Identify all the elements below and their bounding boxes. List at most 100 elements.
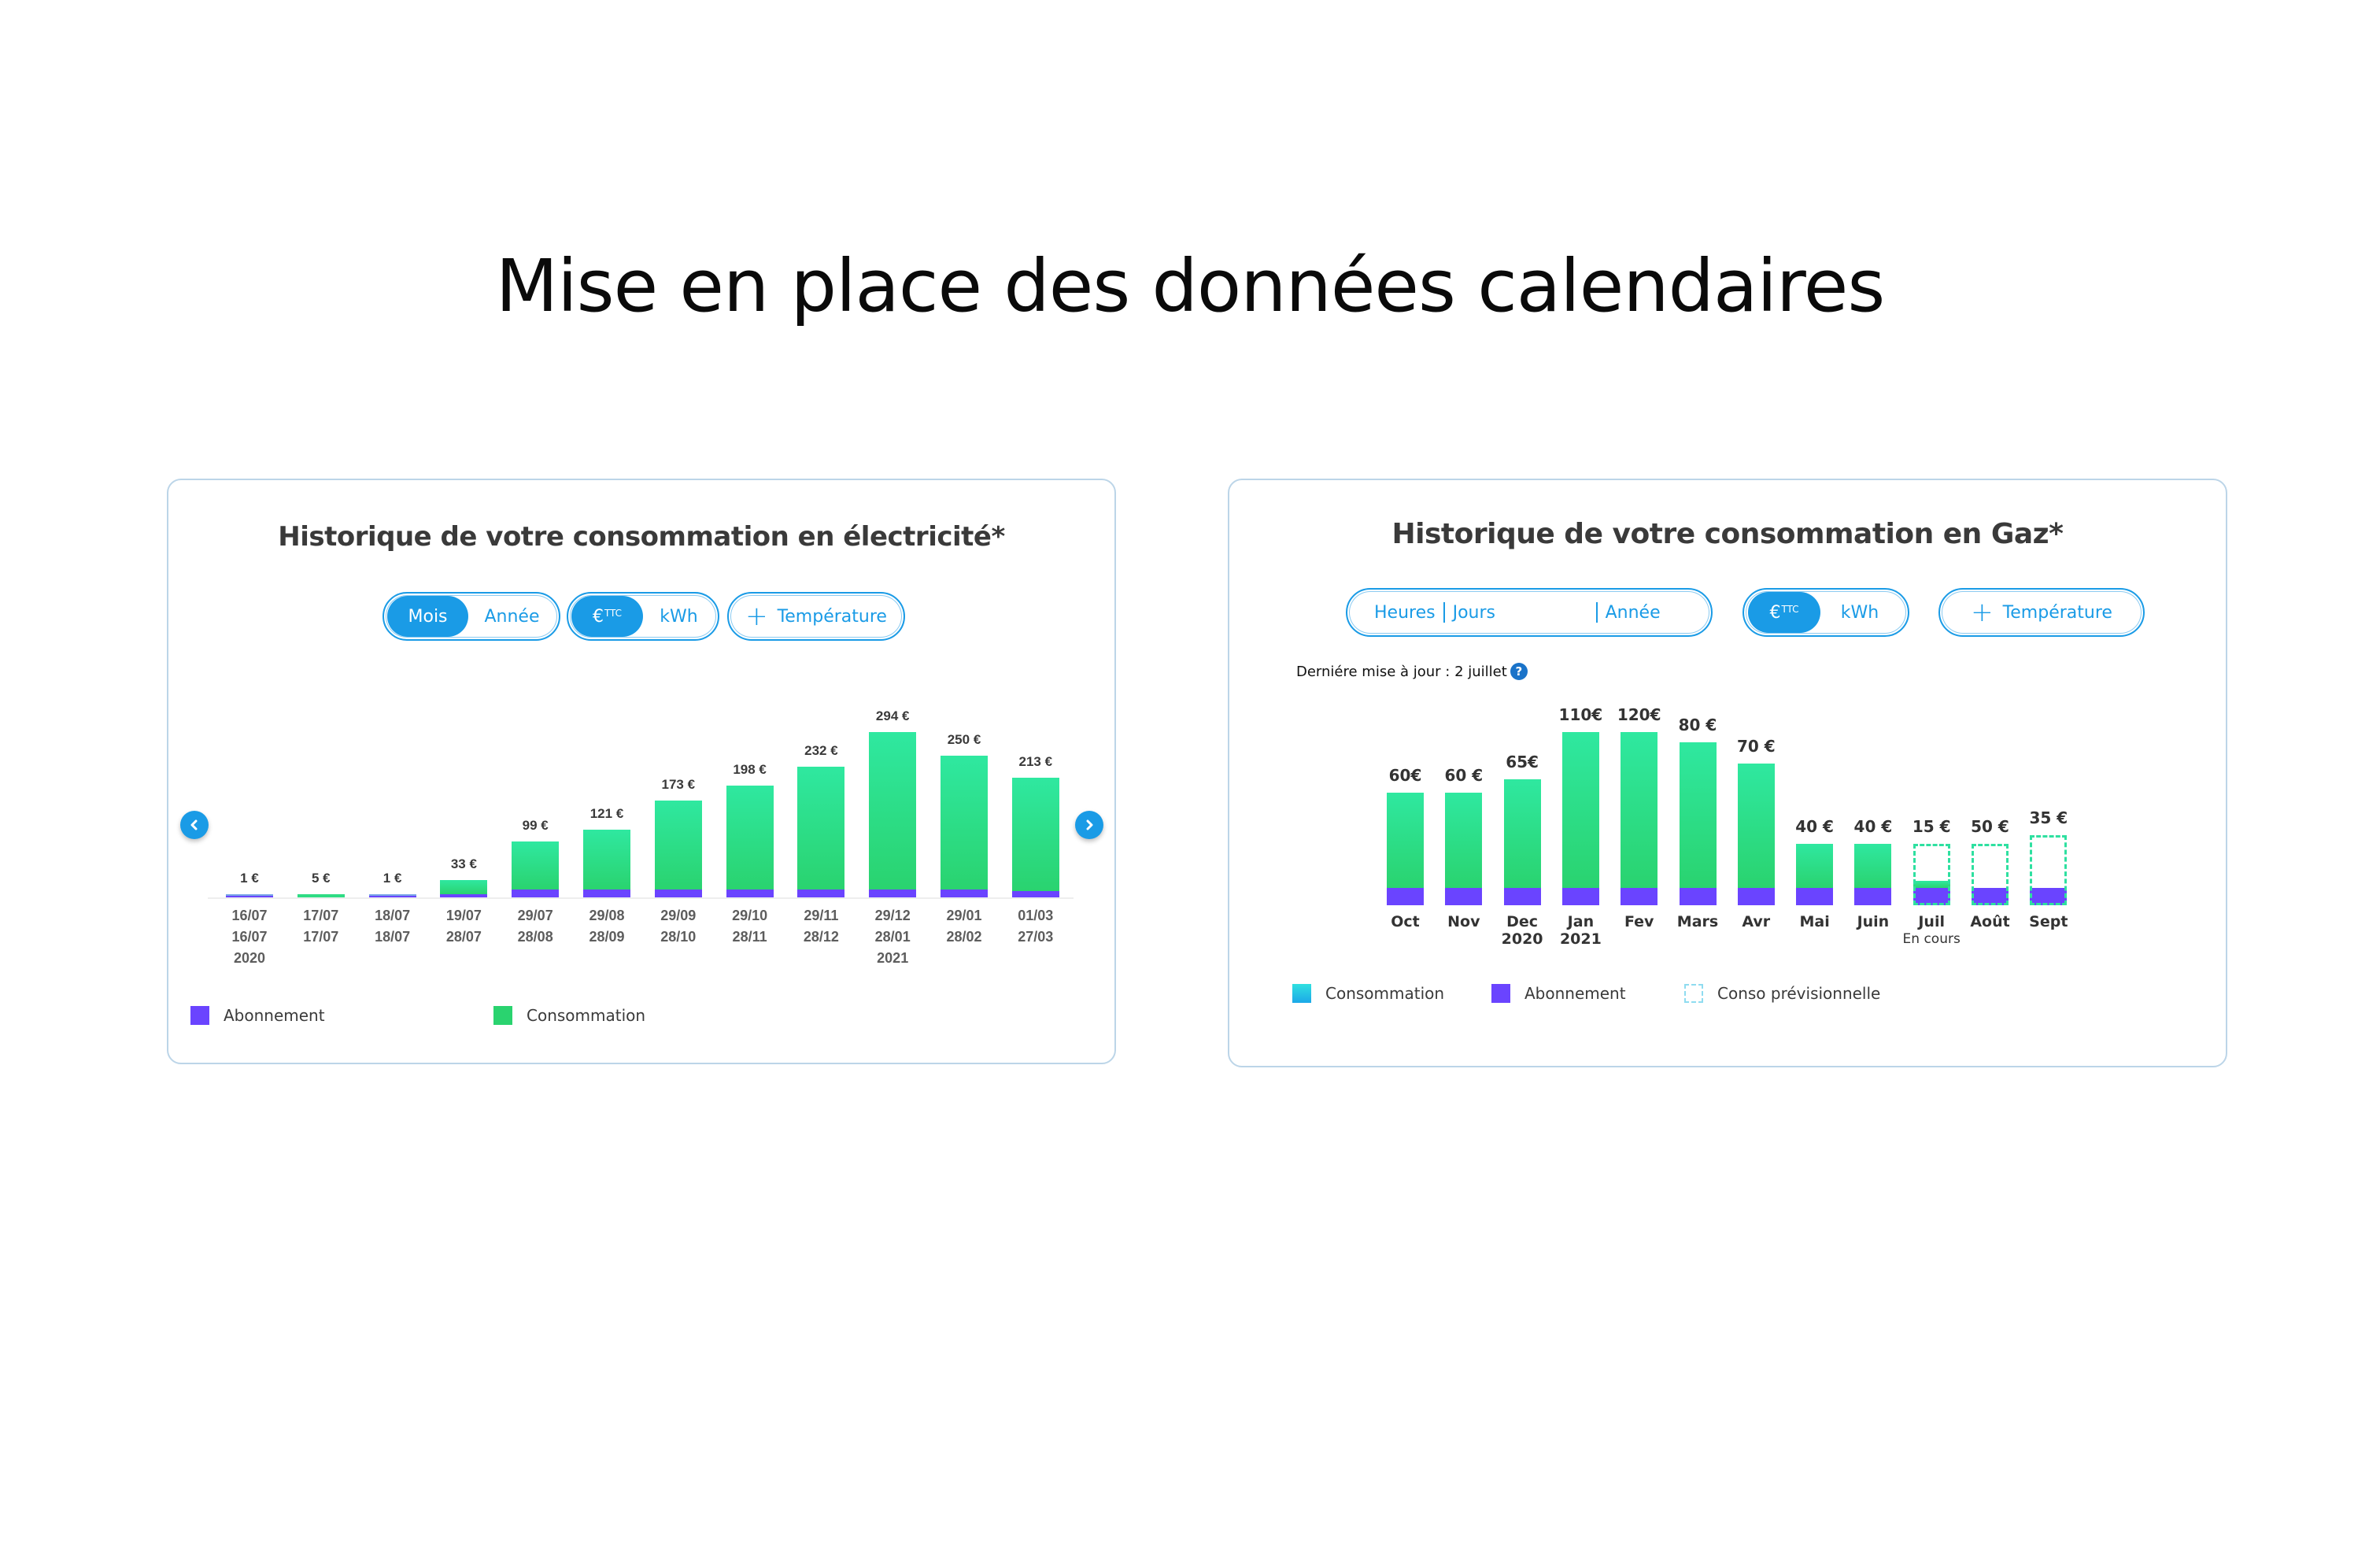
bar[interactable] [226,894,273,897]
bar[interactable] [1796,844,1834,905]
forecast-bar[interactable] [1972,844,2009,905]
consommation-segment [1621,732,1658,888]
bar[interactable] [1621,732,1658,905]
bar-value-label: 110€ [1558,705,1603,724]
next-period-button[interactable] [1075,811,1103,839]
period-option-heures[interactable]: Heures [1374,602,1436,623]
period-option-jours[interactable]: Jours [1452,602,1495,623]
bar[interactable] [297,894,345,897]
bar-value-label: 1 € [240,871,259,886]
question-icon[interactable]: ? [1510,663,1528,680]
consommation-segment [1679,742,1717,888]
page-title: Mise en place des données calendaires [495,244,1886,328]
x-axis-label: Oct [1391,913,1420,930]
bar[interactable] [368,894,416,897]
bar[interactable] [869,732,917,897]
x-label-line: Avr [1742,913,1771,930]
bar[interactable] [1503,779,1541,905]
consommation-swatch [1292,984,1311,1003]
bar-value-label: 80 € [1678,716,1717,734]
bar[interactable] [1445,793,1483,905]
x-label-line: 29/09 [660,908,697,923]
bar[interactable] [1737,764,1775,905]
gaz-temperature-button[interactable]: + Température [1938,588,2145,637]
bar[interactable] [583,830,630,897]
bar-fill [1621,732,1658,905]
x-axis-label: 16/07 16/07 2020 [231,905,267,969]
x-axis-label: 29/10 28/11 [732,905,767,948]
consommation-segment [1011,778,1059,891]
forecast-bar[interactable] [1913,844,1950,905]
x-axis-label: 29/11 28/12 [804,905,839,948]
abonnement-segment [1913,888,1950,905]
consommation-segment [1796,844,1834,888]
previous-period-button[interactable] [180,811,209,839]
period-option-mois[interactable]: Mois [387,596,469,637]
x-label-line: 28/11 [732,929,767,945]
consommation-segment [941,756,988,890]
bar[interactable] [440,880,488,897]
separator [1595,602,1598,623]
x-label-line: 28/07 [445,929,482,945]
forecast-swatch [1684,984,1703,1003]
unit-option-euro-ttc[interactable]: € TTC [571,596,643,637]
x-label-line: 28/08 [517,929,553,945]
x-axis-label: 18/07 18/07 [375,905,410,948]
bar[interactable] [941,756,988,897]
electricity-bar-chart: 1 €16/07 16/07 2020 5 €17/07 17/07 1 €18/07 18… [168,480,1114,1063]
abonnement-segment [1503,888,1541,905]
consommation-segment [1445,793,1483,888]
bar[interactable] [797,767,845,897]
consommation-segment [583,830,630,890]
bar-value-label: 60 € [1444,766,1484,785]
legend-label: Abonnement [1524,984,1626,1003]
x-label-line: 2020 [1501,930,1543,948]
abonnement-segment [1796,888,1834,905]
electricity-chart-baseline [208,897,1074,899]
bar-value-label: 173 € [661,777,696,792]
x-axis-label: 19/07 28/07 [446,905,482,948]
abonnement-swatch [1491,984,1510,1003]
x-label-line: Jan [1567,913,1595,930]
bar[interactable] [726,786,774,897]
bar[interactable] [1387,793,1424,905]
consommation-swatch [493,1006,512,1025]
electricity-temperature-button[interactable]: + Température [727,592,905,641]
bar[interactable] [1679,742,1717,905]
ttc-label: TTC [604,608,623,619]
x-label-line: Dec [1506,913,1539,930]
bar-value-label: 213 € [1018,754,1053,769]
bar[interactable] [1561,732,1599,905]
period-option-annee[interactable]: Année [1605,602,1661,623]
temperature-label: Température [777,606,887,627]
consommation-segment [297,894,345,897]
x-label-line: Juil [1918,913,1945,930]
unit-option-kwh[interactable]: kWh [1840,602,1879,623]
bar-fill [1387,793,1424,905]
period-option-annee[interactable]: Année [484,606,540,627]
bar-fill [2030,888,2068,905]
bar-fill [1913,881,1950,905]
bar[interactable] [654,801,702,897]
x-label-line: 16/07 [231,908,268,923]
chevron-right-icon [1086,819,1093,830]
abonnement-segment [1972,888,2009,905]
bar[interactable] [1011,778,1059,897]
x-label-line: 17/07 [303,929,339,945]
legend-label: Abonnement [224,1006,325,1025]
forecast-bar[interactable] [2030,835,2068,905]
unit-option-kwh[interactable]: kWh [660,606,698,627]
bar-fill [1503,779,1541,905]
consommation-segment [512,841,560,890]
bar[interactable] [1854,844,1892,905]
consommation-segment [1913,881,1950,888]
bar-value-label: 50 € [1971,817,2009,836]
x-label-line: 2020 [233,950,266,966]
bar-value-label: 121 € [589,806,624,821]
unit-option-euro-ttc[interactable]: € TTC [1748,592,1820,633]
x-label-line: 29/08 [589,908,625,923]
bar[interactable] [512,841,560,897]
x-label-line: 19/07 [445,908,482,923]
abonnement-segment [797,890,845,897]
bar-value-label: 198 € [733,762,767,777]
